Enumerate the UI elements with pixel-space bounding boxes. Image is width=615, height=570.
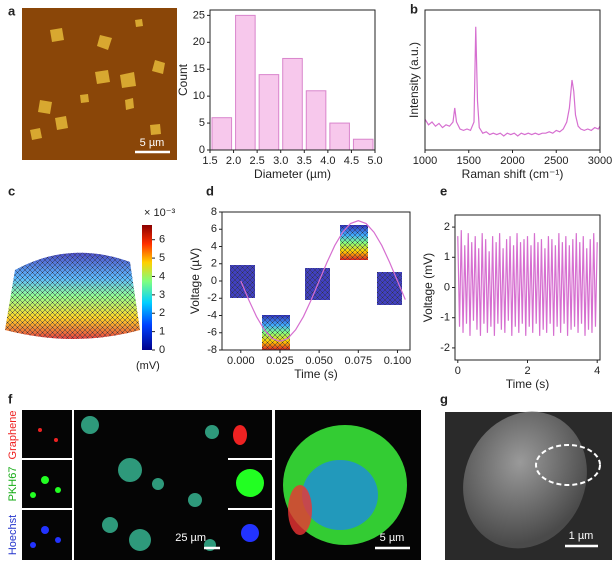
y-tick-label: 6 bbox=[211, 223, 217, 235]
panel-label: d bbox=[206, 183, 214, 198]
y-tick-label: 0 bbox=[199, 144, 205, 156]
y-tick-label: -4 bbox=[207, 309, 217, 321]
microscopy: 25 µm 5 µm Graphene PKH67 Hoechst bbox=[7, 410, 421, 560]
line bbox=[240, 219, 406, 343]
bar bbox=[305, 90, 327, 151]
y-tick-label: 25 bbox=[193, 9, 205, 21]
y-tick-label: 0 bbox=[211, 275, 217, 287]
panel-label: b bbox=[410, 1, 418, 16]
x-tick-label: 3.0 bbox=[273, 155, 288, 167]
y-tick-label: -2 bbox=[207, 292, 217, 304]
y-tick-label: 4 bbox=[211, 240, 217, 252]
y-axis-label: Voltage (mV) bbox=[421, 253, 435, 322]
colorbar-tick-label: 3 bbox=[159, 289, 165, 301]
x-axis-label: Time (s) bbox=[294, 367, 338, 381]
line bbox=[457, 230, 598, 336]
afm-image: 5 µm bbox=[22, 8, 177, 160]
y-tick-label: 1 bbox=[444, 251, 450, 263]
x-tick-label: 2.0 bbox=[226, 155, 241, 167]
panel-label: a bbox=[8, 3, 16, 18]
x-axis-label: Time (s) bbox=[506, 377, 550, 391]
plot-frame bbox=[209, 9, 376, 151]
x-tick-label: 3.5 bbox=[297, 155, 312, 167]
colorbar-tick-label: 5 bbox=[159, 252, 165, 264]
y-tick-label: 15 bbox=[193, 63, 205, 75]
scale-bar-label: 5 µm bbox=[380, 532, 405, 544]
channel-label: Hoechst bbox=[7, 515, 19, 555]
y-tick-label: 2 bbox=[444, 221, 450, 233]
mesh-blocks bbox=[230, 225, 402, 350]
colorbar bbox=[142, 225, 152, 350]
x-tick-label: 1000 bbox=[413, 155, 437, 167]
scale-bar-label: 25 µm bbox=[175, 532, 206, 544]
bar bbox=[329, 122, 350, 151]
y-axis-label: Voltage (µV) bbox=[188, 248, 202, 314]
x-tick-label: 5.0 bbox=[367, 155, 382, 167]
plot-frame bbox=[424, 9, 601, 151]
x-tick-label: 4.0 bbox=[320, 155, 335, 167]
y-tick-label: -1 bbox=[440, 312, 450, 324]
y-tick-label: -2 bbox=[440, 342, 450, 354]
colorbar-tick-label: 6 bbox=[159, 234, 165, 246]
scale-bar-label: 1 µm bbox=[569, 530, 594, 542]
x-axis-label: Diameter (µm) bbox=[254, 167, 331, 181]
bar bbox=[235, 14, 256, 151]
graphene-mesh bbox=[5, 225, 152, 350]
scale-bar-label: 5 µm bbox=[140, 137, 165, 149]
x-tick-label: 2 bbox=[524, 365, 530, 377]
channel-label: PKH67 bbox=[7, 467, 19, 502]
y-tick-label: 10 bbox=[193, 90, 205, 102]
colorbar-tick-label: 1 bbox=[159, 326, 165, 338]
bar bbox=[258, 74, 280, 151]
colorbar-tick-label: 2 bbox=[159, 307, 165, 319]
x-tick-label: 0.100 bbox=[384, 355, 412, 367]
x-tick-label: 0.075 bbox=[345, 355, 373, 367]
line bbox=[424, 26, 601, 137]
colorbar-tick-label: 4 bbox=[159, 270, 165, 282]
y-tick-label: -6 bbox=[207, 327, 217, 339]
panel-label: g bbox=[440, 391, 448, 406]
x-tick-label: 0.050 bbox=[305, 355, 333, 367]
colorbar-title: × 10⁻³ bbox=[144, 207, 176, 219]
x-tick-label: 0.025 bbox=[266, 355, 294, 367]
y-tick-label: 0 bbox=[444, 281, 450, 293]
panel-label: e bbox=[440, 183, 447, 198]
y-tick-label: 2 bbox=[211, 258, 217, 270]
x-tick-label: 1500 bbox=[457, 155, 481, 167]
colorbar-tick-label: 0 bbox=[159, 344, 165, 356]
x-tick-label: 0.000 bbox=[227, 355, 255, 367]
x-tick-label: 2.5 bbox=[249, 155, 264, 167]
x-tick-label: 1.5 bbox=[202, 155, 217, 167]
y-tick-label: -8 bbox=[207, 344, 217, 356]
channel-label: Graphene bbox=[7, 411, 19, 460]
x-tick-label: 0 bbox=[455, 365, 461, 377]
y-tick-label: 20 bbox=[193, 36, 205, 48]
x-tick-label: 2000 bbox=[500, 155, 524, 167]
sem-image: 1 µm bbox=[445, 411, 612, 560]
x-tick-label: 2500 bbox=[544, 155, 568, 167]
y-tick-label: 8 bbox=[211, 206, 217, 218]
y-tick-label: 5 bbox=[199, 117, 205, 129]
panel-label: c bbox=[8, 183, 15, 198]
panel-label: f bbox=[8, 391, 13, 406]
bar bbox=[211, 117, 233, 151]
x-tick-label: 4.5 bbox=[344, 155, 359, 167]
x-tick-label: 3000 bbox=[588, 155, 612, 167]
x-tick-label: 4 bbox=[594, 365, 600, 377]
bar bbox=[352, 138, 374, 151]
y-axis-label: Count bbox=[176, 63, 190, 96]
x-axis-label: Raman shift (cm⁻¹) bbox=[462, 167, 564, 181]
colorbar-unit: (mV) bbox=[136, 360, 160, 372]
y-axis-label: Intensity (a.u.) bbox=[407, 42, 421, 118]
bar bbox=[282, 57, 303, 151]
